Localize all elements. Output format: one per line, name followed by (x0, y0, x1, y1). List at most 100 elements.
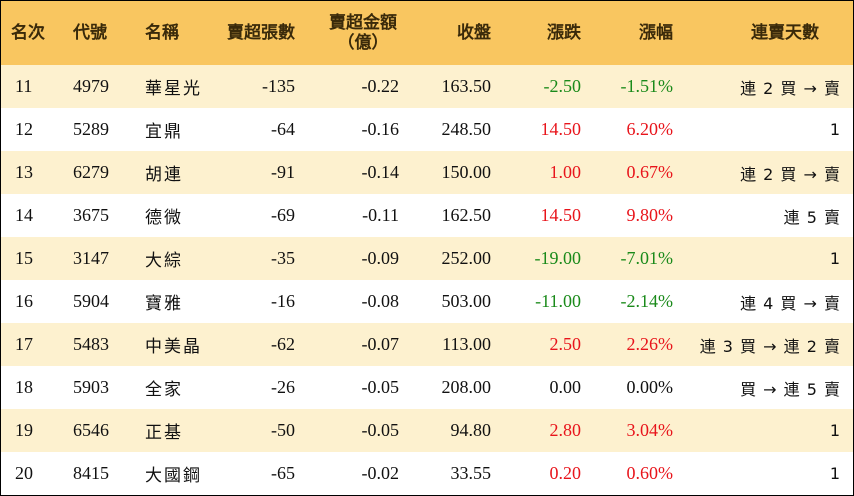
close-price-cell: 252.00 (441, 248, 492, 268)
header-amount-line2: （億） (337, 33, 389, 53)
close-price-cell: 162.50 (441, 205, 492, 225)
close-price-cell: 94.80 (450, 420, 492, 440)
change-pct-cell: 6.20% (626, 119, 674, 139)
name-cell: 德微 (145, 208, 183, 228)
change-pct-cell: 3.04% (626, 420, 674, 440)
net-sell-lots-cell: -26 (271, 377, 295, 397)
table-row: 20 8415 大國鋼 -65 -0.02 33.55 0.20 0.60% 1 (1, 452, 853, 495)
name-cell: 宜鼎 (145, 122, 183, 142)
change-pct-cell: -2.14% (620, 291, 674, 311)
header-amount-line1: 賣超金額 (329, 13, 397, 33)
header-sell-streak: 連賣天數 (751, 23, 819, 43)
table-row: 13 6279 胡連 -91 -0.14 150.00 1.00 0.67% 連 2 買 → 賣 (1, 151, 853, 194)
change-pct-cell: 2.26% (626, 334, 674, 354)
table-row: 11 4979 華星光 -135 -0.22 163.50 -2.50 -1.51% 連 2 買… (1, 65, 853, 108)
name-cell: 全家 (145, 380, 183, 400)
name-cell: 寶雅 (145, 294, 183, 314)
close-price-cell: 163.50 (441, 76, 492, 96)
close-price-cell: 208.00 (441, 377, 492, 397)
price-change-cell: -11.00 (535, 291, 581, 311)
net-sell-amount-cell: -0.05 (361, 377, 400, 397)
net-sell-amount-cell: -0.08 (361, 291, 400, 311)
code-cell: 3675 (73, 205, 109, 225)
rank-cell: 19 (15, 420, 33, 440)
code-cell: 5483 (73, 334, 109, 354)
code-cell: 6546 (73, 420, 109, 440)
header-rank: 名次 (11, 23, 45, 43)
change-pct-cell: -1.51% (620, 76, 674, 96)
change-pct-cell: 9.80% (626, 205, 674, 225)
change-pct-cell: -7.01% (620, 248, 674, 268)
code-cell: 3147 (73, 248, 109, 268)
net-sell-lots-cell: -35 (271, 248, 295, 268)
code-cell: 6279 (73, 162, 109, 182)
name-cell: 大綜 (145, 251, 183, 271)
table-row: 15 3147 大綜 -35 -0.09 252.00 -19.00 -7.01% 1 (1, 237, 853, 280)
net-sell-lots-cell: -91 (271, 162, 295, 182)
code-cell: 5903 (73, 377, 109, 397)
code-cell: 5904 (73, 291, 109, 311)
rank-cell: 18 (15, 377, 33, 397)
change-pct-cell: 0.60% (626, 463, 674, 483)
header-name: 名稱 (145, 23, 179, 43)
sell-streak-cell: 連 2 買 → 賣 (740, 78, 841, 98)
header-net-sell-amount-label: 賣超金額 （億） (329, 13, 397, 53)
rank-cell: 13 (15, 162, 33, 182)
price-change-cell: 14.50 (540, 205, 582, 225)
sell-streak-cell: 1 (829, 120, 841, 139)
net-sell-amount-cell: -0.02 (361, 463, 400, 483)
close-price-cell: 33.55 (450, 463, 492, 483)
sell-streak-cell: 1 (829, 249, 841, 268)
table-header: 名次 代號 名稱 賣超張數 賣超金額 （億） 收盤 漲跌 漲幅 連賣天數 (1, 1, 853, 65)
name-cell: 大國鋼 (145, 466, 202, 486)
sell-streak-cell: 連 2 買 → 賣 (740, 164, 841, 184)
close-price-cell: 248.50 (441, 119, 492, 139)
sell-streak-cell: 連 3 買 → 連 2 賣 (699, 336, 841, 356)
header-change-pct: 漲幅 (639, 23, 673, 43)
net-sell-amount-cell: -0.09 (361, 248, 400, 268)
net-sell-amount-cell: -0.05 (361, 420, 400, 440)
table-row: 16 5904 寶雅 -16 -0.08 503.00 -11.00 -2.14% 連 4 買 … (1, 280, 853, 323)
rank-cell: 12 (15, 119, 33, 139)
header-close: 收盤 (457, 23, 491, 43)
code-cell: 8415 (73, 463, 109, 483)
header-change: 漲跌 (547, 23, 581, 43)
net-sell-amount-cell: -0.14 (361, 162, 400, 182)
change-pct-cell: 0.67% (626, 162, 674, 182)
table-row: 18 5903 全家 -26 -0.05 208.00 0.00 0.00% 買 → 連 5 賣 (1, 366, 853, 409)
header-net-sell-lots: 賣超張數 (227, 23, 295, 43)
close-price-cell: 113.00 (442, 334, 491, 354)
price-change-cell: 14.50 (540, 119, 582, 139)
price-change-cell: -19.00 (534, 248, 582, 268)
net-sell-lots-cell: -65 (271, 463, 295, 483)
name-cell: 正基 (145, 423, 183, 443)
header-net-sell-amount: 賣超金額 （億） (305, 13, 405, 53)
net-sell-amount-cell: -0.11 (362, 205, 399, 225)
price-change-cell: 2.50 (549, 334, 582, 354)
sell-streak-cell: 連 4 買 → 賣 (740, 293, 841, 313)
net-sell-lots-cell: -135 (262, 76, 295, 96)
table-row: 12 5289 宜鼎 -64 -0.16 248.50 14.50 6.20% 1 (1, 108, 853, 151)
name-cell: 中美晶 (145, 337, 202, 357)
code-cell: 5289 (73, 119, 109, 139)
net-sell-amount-cell: -0.07 (361, 334, 400, 354)
sell-streak-cell: 1 (829, 421, 841, 440)
rank-cell: 16 (15, 291, 33, 311)
price-change-cell: 2.80 (549, 420, 582, 440)
sell-streak-cell: 1 (829, 464, 841, 483)
net-sell-lots-cell: -64 (271, 119, 295, 139)
table-row: 19 6546 正基 -50 -0.05 94.80 2.80 3.04% 1 (1, 409, 853, 452)
rank-cell: 14 (15, 205, 33, 225)
table-body: 11 4979 華星光 -135 -0.22 163.50 -2.50 -1.51% 連 2 買… (1, 65, 853, 495)
change-pct-cell: 0.00% (626, 377, 674, 397)
sell-streak-cell: 買 → 連 5 賣 (740, 379, 841, 399)
net-sell-amount-cell: -0.22 (361, 76, 400, 96)
price-change-cell: 1.00 (549, 162, 582, 182)
net-sell-amount-cell: -0.16 (361, 119, 400, 139)
rank-cell: 17 (15, 334, 33, 354)
header-code: 代號 (73, 23, 107, 43)
sell-streak-cell: 連 5 賣 (783, 207, 841, 227)
close-price-cell: 503.00 (441, 291, 492, 311)
table-row: 17 5483 中美晶 -62 -0.07 113.00 2.50 2.26% 連 3 買 → … (1, 323, 853, 366)
